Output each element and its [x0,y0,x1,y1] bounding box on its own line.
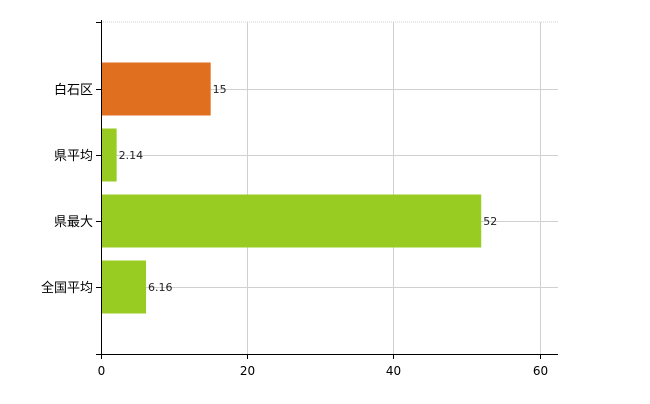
bars [101,62,482,314]
bar-0 [101,62,211,116]
x-tick-label-20: 20 [240,364,255,378]
x-tick-label-0: 0 [98,364,106,378]
bar-2 [101,194,482,248]
bar-3 [101,260,147,314]
category-label-0: 白石区 [54,82,93,98]
bar-value-label-3: 6.16 [148,281,173,294]
bar-value-label-1: 2.14 [119,149,143,162]
category-label-2: 県最大 [54,215,93,230]
x-tick-label-60: 60 [533,364,548,378]
labels: 15 白石区 2.14 県平均 52 県最大 6.16 全国平均 0 20 40 60 [41,82,548,378]
axes [96,20,558,359]
category-label-3: 全国平均 [41,280,93,296]
x-tick-label-40: 40 [386,364,401,378]
bar-1 [101,128,117,182]
bar-value-label-0: 15 [213,83,227,96]
category-label-1: 県平均 [54,149,93,164]
bar-value-label-2: 52 [483,215,497,228]
